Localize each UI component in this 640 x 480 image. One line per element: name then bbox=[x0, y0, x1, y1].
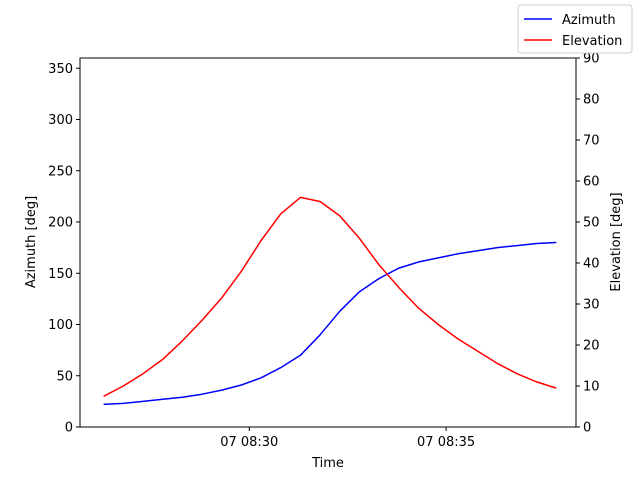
series-line-azimuth bbox=[103, 241, 557, 406]
left-tick-label: 0 bbox=[65, 421, 73, 436]
right-tick-label: 10 bbox=[583, 380, 600, 395]
left-tick-label: 200 bbox=[48, 216, 73, 231]
left-tick-label: 300 bbox=[48, 113, 73, 128]
right-axis-label: Elevation [deg] bbox=[609, 192, 624, 291]
left-tick-label: 50 bbox=[56, 369, 73, 384]
plot-frame bbox=[79, 57, 577, 428]
right-tick-label: 20 bbox=[583, 339, 600, 354]
right-tick-label: 30 bbox=[583, 298, 600, 313]
series-line-elevation bbox=[103, 196, 557, 397]
left-tick-label: 350 bbox=[48, 62, 73, 77]
right-tick-label: 90 bbox=[583, 52, 600, 67]
x-tick-label: 07 08:35 bbox=[417, 435, 475, 450]
left-tick-label: 250 bbox=[48, 164, 73, 179]
right-tick-label: 70 bbox=[583, 134, 600, 149]
left-axis: 0 50 100 150 200 250 300 350 bbox=[48, 62, 80, 436]
x-axis: 07 08:30 07 08:35 bbox=[220, 427, 475, 450]
right-tick-label: 40 bbox=[583, 257, 600, 272]
right-tick-label: 80 bbox=[583, 93, 600, 108]
left-tick-label: 150 bbox=[48, 267, 73, 282]
right-tick-label: 60 bbox=[583, 175, 600, 190]
right-axis: 0 10 20 30 40 50 60 70 80 90 bbox=[576, 52, 600, 436]
legend-frame bbox=[517, 4, 633, 54]
plot-lines bbox=[103, 196, 557, 406]
left-axis-label: Azimuth [deg] bbox=[24, 196, 39, 288]
right-tick-label: 0 bbox=[583, 421, 591, 436]
legend-label-azimuth: Azimuth bbox=[562, 13, 616, 28]
x-axis-label: Time bbox=[311, 456, 344, 471]
right-tick-label: 50 bbox=[583, 216, 600, 231]
x-tick-label: 07 08:30 bbox=[220, 435, 278, 450]
left-tick-label: 100 bbox=[48, 318, 73, 333]
legend: Azimuth Elevation bbox=[517, 4, 633, 54]
legend-label-elevation: Elevation bbox=[562, 34, 622, 49]
